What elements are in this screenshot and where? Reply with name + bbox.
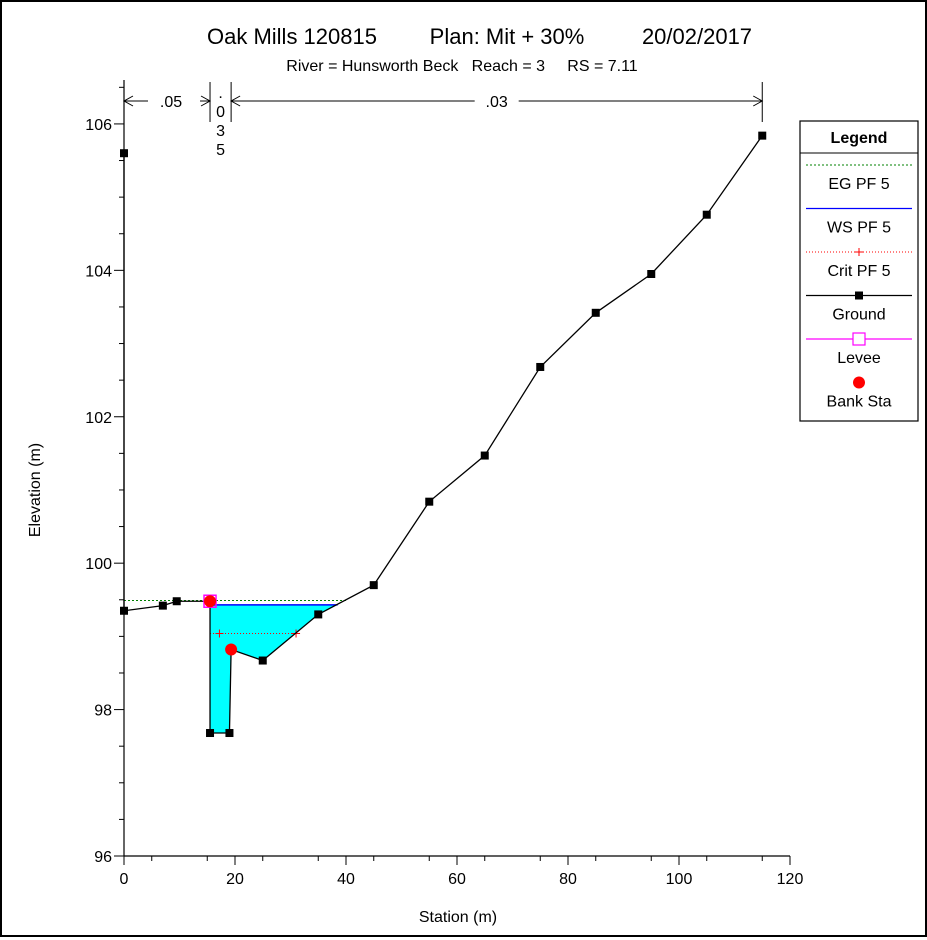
n-value-char: . (218, 85, 222, 102)
legend-label: Bank Sta (827, 394, 892, 411)
ground-point (258, 656, 267, 665)
legend-label: Crit PF 5 (827, 263, 890, 280)
water-area (210, 604, 338, 734)
y-tick-label: 104 (85, 263, 112, 280)
y-tick-label: 102 (85, 410, 112, 427)
n-arrowhead (230, 95, 241, 107)
y-tick-label: 98 (94, 703, 112, 720)
mannings-n-bar: .05.035.03 (122, 82, 764, 159)
ground-point (758, 131, 767, 140)
legend-levee-marker (852, 332, 866, 346)
axes: 0 20 40 60 80 100 120 96 98 100 102 104 106 (85, 80, 803, 888)
ground-point (225, 729, 234, 738)
ground-point (120, 149, 128, 158)
water-fill (210, 604, 338, 734)
ground-point (702, 210, 711, 219)
ground-point (314, 610, 323, 619)
x-tick-label: 60 (448, 871, 466, 888)
y-tick-label: 106 (85, 117, 112, 134)
legend-title: Legend (831, 130, 888, 147)
ground-point (158, 601, 167, 610)
n-value-char: 0 (216, 104, 225, 121)
y-axis-label: Elevation (m) (27, 443, 44, 537)
x-tick-label: 120 (777, 871, 804, 888)
n-arrowhead (753, 95, 764, 107)
ground-point (480, 451, 489, 460)
ground-point (172, 597, 181, 606)
n-value-label: .03 (486, 94, 508, 111)
x-tick-label: 100 (666, 871, 693, 888)
ground-point (647, 270, 656, 278)
data-markers (120, 131, 767, 738)
x-tick-label: 0 (120, 871, 129, 888)
bank-station-marker (225, 643, 238, 656)
chart-plan: Plan: Mit + 30% (430, 24, 585, 49)
ground-point (591, 308, 600, 317)
ground-point (425, 497, 434, 506)
ground-point (206, 729, 215, 738)
n-arrowhead (122, 95, 134, 107)
legend-ground-marker (855, 291, 863, 300)
chart-title: Oak Mills 120815 (207, 24, 377, 49)
legend-bank-marker (853, 376, 865, 389)
x-tick-label: 80 (559, 871, 577, 888)
legend-label: EG PF 5 (828, 176, 889, 193)
legend-crit-marker (855, 248, 863, 256)
crit-marker (215, 629, 224, 638)
legend-box (799, 120, 919, 422)
x-tick-label: 40 (337, 871, 355, 888)
chart-subtitle: River = Hunsworth Beck Reach = 3 RS = 7.… (286, 58, 638, 75)
legend: Legend EG PF 5 WS PF 5 Crit PF 5 Ground Levee… (799, 120, 919, 422)
y-tick-label: 96 (94, 849, 112, 866)
y-tick-label: 100 (85, 556, 112, 573)
n-arrowhead (200, 95, 212, 107)
n-value-char: 3 (216, 123, 225, 140)
x-tick-label: 20 (226, 871, 244, 888)
legend-label: Levee (837, 350, 881, 367)
bank-station-marker (204, 595, 217, 608)
chart-date: 20/02/2017 (642, 24, 752, 49)
legend-label: Ground (832, 307, 885, 324)
ground-point (536, 362, 545, 371)
legend-label: WS PF 5 (827, 220, 891, 237)
n-value-char: 5 (216, 142, 225, 159)
ground-point (120, 606, 128, 615)
n-value-label: .05 (160, 94, 182, 111)
ground-point (369, 581, 378, 590)
x-axis-label: Station (m) (419, 909, 497, 926)
